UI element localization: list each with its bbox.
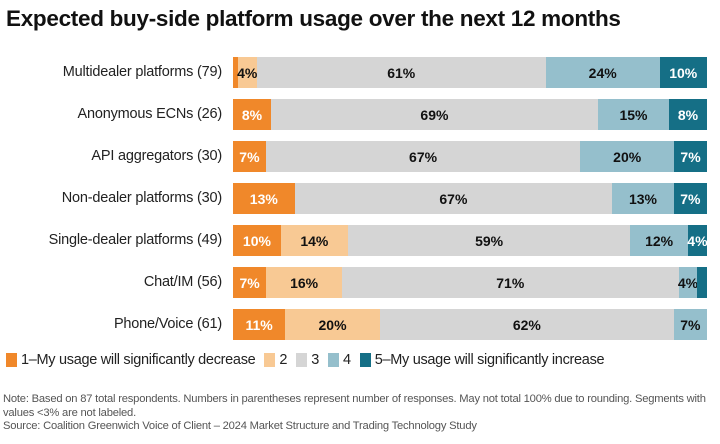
bar-segment-2: 16% [266,267,342,298]
data-label: 67% [409,148,438,165]
bar-segment-5: 7% [674,141,707,172]
data-label: 7% [239,274,260,291]
bar-segment-2: 20% [285,309,380,340]
bar-segment-5 [697,267,707,298]
data-label: 15% [619,106,648,123]
bar-segment-2: 14% [280,225,348,256]
data-label: 24% [588,64,617,81]
legend-item: 3 [296,352,319,368]
legend-swatch [327,353,339,367]
category-label: Phone/Voice (61) [113,316,222,332]
legend-item: 2 [264,352,287,368]
stacked-bar-chart: Multidealer platforms (79) 4% 61% 24% 10% Ano… [0,50,720,350]
legend-label: 3 [311,352,319,368]
data-label: 69% [420,106,449,123]
bar-segment-3: 69% [270,99,598,130]
legend-swatch [359,353,371,367]
bar-segment-4: 20% [580,141,675,172]
data-label: 71% [496,274,525,291]
bar-segment-4: 15% [597,99,670,130]
bar-segment-1: 11% [233,309,286,340]
legend-item: 5–My usage will significantly increase [359,352,605,368]
bar-segment-4: 7% [673,309,707,340]
data-label: 59% [475,232,504,249]
data-label: 7% [680,148,701,165]
category-label: Chat/IM (56) [143,274,222,290]
note-text: Note: Based on 87 total respondents. Num… [3,393,706,419]
data-label: 7% [239,148,260,165]
data-label: 13% [249,190,278,207]
data-label: 8% [677,106,699,123]
legend-label: 4 [342,352,351,368]
bar-segment-5: 4% [687,225,708,256]
data-label: 7% [680,190,701,207]
data-label: 61% [387,64,416,81]
bar-segment-1 [233,57,238,88]
data-label: 4% [687,232,708,249]
bar-segment-1: 7% [233,267,267,298]
category-label: API aggregators (30) [91,148,222,164]
legend-swatch [6,353,17,367]
data-label: 14% [300,232,329,249]
bar-row: 11% 20% 62% 7% [233,309,707,340]
bar-segment-3: 62% [379,309,674,340]
bar-row: 13% 67% 13% 7% [233,183,707,214]
legend: 1–My usage will significantly decrease 2 3… [6,352,613,368]
data-label: 12% [645,232,674,249]
bar-segment-3: 71% [342,267,679,298]
data-label: 20% [613,148,642,165]
bar-row: 8% 69% 15% 8% [233,99,707,130]
legend-label: 1–My usage will significantly decrease [21,352,256,368]
data-label: 13% [628,190,657,207]
data-label: 8% [241,106,263,123]
legend-swatch [296,353,308,367]
legend-item: 1–My usage will significantly decrease [6,352,256,368]
bar-segment-5: 8% [669,99,707,130]
legend-swatch [264,353,276,367]
legend-label: 2 [279,352,288,368]
bar-segment-4: 4% [677,267,699,298]
data-label: 67% [439,190,468,207]
bar-segment-5: 10% [659,57,707,88]
bar-row: 10% 14% 59% 12% 4% [233,225,708,256]
bar-row: 7% 16% 71% 4% [233,267,707,298]
bar-segment-3: 67% [265,141,581,172]
data-label: 10% [669,64,698,81]
source-text: Source: Coalition Greenwich Voice of Cli… [3,420,477,432]
data-label: 20% [318,316,347,333]
bar-segment-1: 13% [233,183,295,214]
bar-segment-1: 8% [233,99,271,130]
bar-segment-3: 61% [256,57,546,88]
legend-label: 5–My usage will significantly increase [374,352,605,368]
category-label: Non-dealer platforms (30) [61,190,222,206]
data-label: 11% [245,316,273,333]
bar-row: 4% 61% 24% 10% [233,57,707,88]
bar-segment-1: 10% [233,225,281,256]
category-label: Multidealer platforms (79) [62,64,222,80]
bar-segment-4: 12% [630,225,688,256]
bar-segment-5: 7% [673,183,707,214]
bar-segment-4: 13% [612,183,674,214]
data-label: 16% [290,274,319,291]
bar-segment-4: 24% [545,57,660,88]
chart-title: Expected buy-side platform usage over th… [6,6,621,31]
data-label: 62% [512,316,541,333]
data-label: 7% [680,316,701,333]
bar-segment-2: 4% [237,57,258,88]
category-label: Anonymous ECNs (26) [77,106,223,122]
bar-row: 7% 67% 20% 7% [233,141,707,172]
legend-item: 4 [327,352,351,368]
data-label: 4% [677,274,699,291]
bar-segment-3: 59% [347,225,631,256]
bar-segment-1: 7% [233,141,266,172]
category-label: Single-dealer platforms (49) [48,232,223,248]
data-label: 4% [237,64,258,81]
chart-notes: Note: Based on 87 total respondents. Num… [3,393,719,434]
bar-segment-3: 67% [294,183,613,214]
data-label: 10% [242,232,271,249]
